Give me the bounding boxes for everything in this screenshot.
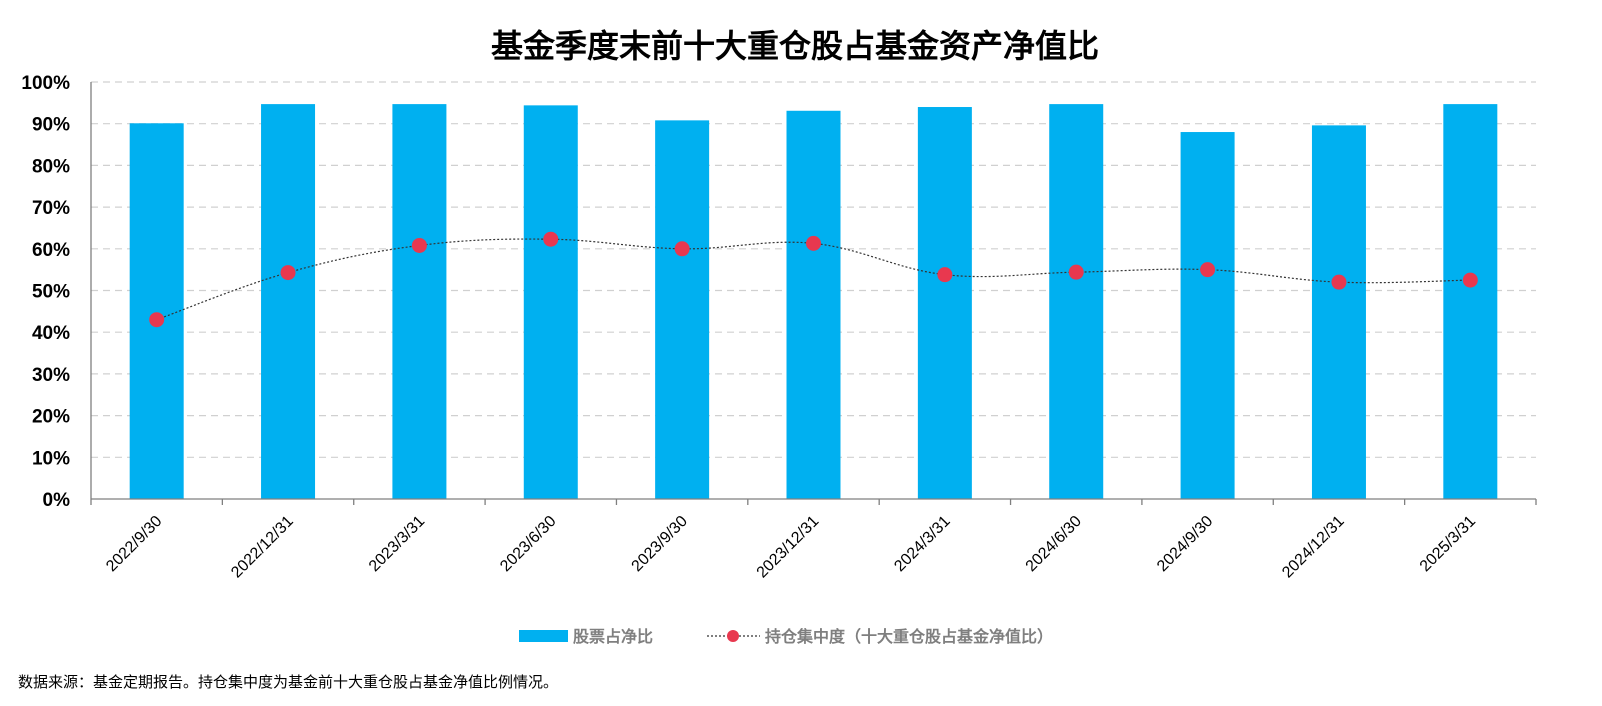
line-point [543,231,559,247]
legend-marker-dot [727,630,739,642]
y-tick-label: 10% [32,448,70,469]
x-axis-tick-labels: 2022/9/30 2022/12/31 2023/3/31 2023/6/30 202… [103,513,1479,582]
line-point [674,241,690,257]
bar [129,123,184,500]
x-tick-label: 2022/9/30 [103,513,165,575]
legend: 股票占净比 持仓集中度（十大重仓股占基金净值比） [519,627,1053,646]
bar [1443,104,1498,499]
x-tick-label: 2023/6/30 [497,513,559,575]
line-concentration [149,231,1478,328]
line-point [806,235,821,251]
chart-title: 基金季度末前十大重仓股占基金资产净值比 [491,27,1099,65]
line-point [1462,272,1478,288]
x-tick-label: 2023/3/31 [366,513,428,575]
y-tick-label: 60% [32,240,70,261]
y-tick-label: 40% [32,323,70,344]
bar [1311,125,1366,500]
bars-stock-ratio [129,104,1498,500]
y-tick-label: 70% [32,198,70,219]
line-point [1068,264,1084,280]
y-tick-label: 50% [32,282,70,303]
y-tick-label: 20% [32,407,70,428]
x-tick-label: 2024/6/30 [1023,513,1085,575]
line-point [937,267,953,283]
x-tick-label: 2022/12/31 [228,513,297,582]
bar [917,107,972,500]
axes [90,82,1537,505]
line-point [1331,274,1347,290]
y-tick-label: 80% [32,156,70,177]
source-note: 数据来源：基金定期报告。持仓集中度为基金前十大重仓股占基金净值比例情况。 [18,673,558,691]
bar [523,105,578,500]
line-point [149,312,165,328]
bar [1049,104,1104,499]
y-tick-label: 90% [32,115,70,136]
y-tick-label: 30% [32,365,70,386]
y-tick-label: 0% [43,490,71,511]
line-point [411,237,427,253]
bar [261,104,316,499]
x-tick-label: 2023/12/31 [754,513,823,582]
x-tick-label: 2024/3/31 [891,513,953,575]
line-point [1200,262,1216,278]
x-tick-label: 2025/3/31 [1417,513,1479,575]
bar [1180,132,1235,500]
legend-label-line: 持仓集中度（十大重仓股占基金净值比） [765,627,1053,646]
legend-swatch-bar [519,630,568,642]
x-tick-label: 2024/9/30 [1154,513,1216,575]
y-axis-tick-labels: 0% 10% 20% 30% 40% 50% 60% 70% 80% 90% 100% [21,73,70,511]
line-point [280,265,296,281]
legend-label-bar: 股票占净比 [573,627,653,646]
bar [786,110,841,499]
bar [655,120,710,499]
x-tick-label: 2024/12/31 [1279,513,1348,582]
y-tick-label: 100% [21,73,70,94]
x-tick-label: 2023/9/30 [629,513,691,575]
bar [392,104,447,499]
